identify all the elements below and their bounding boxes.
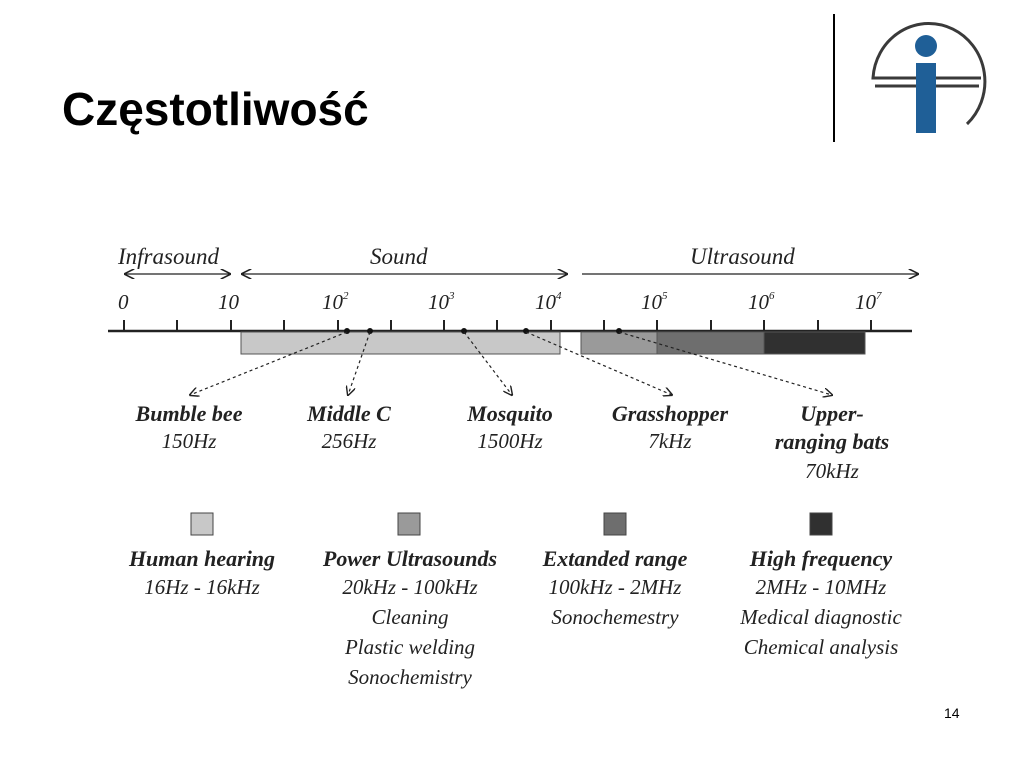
legend-title: Power Ultrasounds bbox=[322, 546, 497, 571]
example-name: Middle C bbox=[306, 401, 391, 426]
example-name: ranging bats bbox=[775, 429, 889, 454]
scale-label: 0 bbox=[118, 290, 129, 314]
legend-line: Chemical analysis bbox=[744, 635, 899, 659]
scale-label: 105 bbox=[641, 290, 668, 314]
band-bar-power-ultrasounds bbox=[580, 331, 658, 355]
legend-title: Human hearing bbox=[128, 546, 275, 571]
example-frequency: 150Hz bbox=[162, 429, 217, 453]
legend-swatch-human-hearing bbox=[190, 512, 214, 536]
legend-line: Cleaning bbox=[372, 605, 449, 629]
example-name: Upper- bbox=[800, 401, 864, 426]
page-number: 14 bbox=[944, 705, 960, 721]
example-frequency: 70kHz bbox=[805, 459, 859, 483]
axis-ticks bbox=[123, 320, 872, 331]
legend-line: 2MHz - 10MHz bbox=[756, 575, 887, 599]
legend-swatch-extended-range bbox=[603, 512, 627, 536]
example-name: Bumble bee bbox=[135, 401, 243, 426]
scale-label: 106 bbox=[748, 290, 775, 314]
example-frequency: 1500Hz bbox=[477, 429, 542, 453]
scale-label: 102 bbox=[322, 290, 349, 314]
ei-logo-icon bbox=[871, 21, 987, 133]
scale-label: 103 bbox=[428, 290, 455, 314]
legend-line: Sonochemestry bbox=[551, 605, 679, 629]
scale-label: 104 bbox=[535, 290, 562, 314]
scale-label: 10 bbox=[218, 290, 240, 314]
slide-title: Częstotliwość bbox=[62, 83, 369, 135]
legend-line: 16Hz - 16kHz bbox=[144, 575, 260, 599]
band-bar-human-hearing bbox=[240, 331, 561, 355]
range-label-sound: Sound bbox=[370, 244, 428, 269]
logo-divider bbox=[833, 14, 835, 142]
scale-label: 107 bbox=[855, 290, 882, 314]
legend-line: 100kHz - 2MHz bbox=[549, 575, 682, 599]
band-bar-extended-range bbox=[656, 331, 765, 355]
example-frequency: 7kHz bbox=[648, 429, 691, 453]
range-label-ultrasound: Ultrasound bbox=[690, 244, 795, 269]
legend-line: Plastic welding bbox=[344, 635, 475, 659]
legend-swatch-high-frequency bbox=[809, 512, 833, 536]
example-name: Mosquito bbox=[466, 401, 553, 426]
legend-line: Medical diagnostic bbox=[739, 605, 902, 629]
range-label-infrasound: Infrasound bbox=[117, 244, 219, 269]
legend-line: 20kHz - 100kHz bbox=[342, 575, 477, 599]
legend-swatch-power-ultrasounds bbox=[397, 512, 421, 536]
example-frequency: 256Hz bbox=[322, 429, 377, 453]
legend-title: Extanded range bbox=[542, 546, 688, 571]
band-bar-high-frequency bbox=[763, 331, 866, 355]
frequency-diagram: Infrasound Sound Ultrasound 0 10 102 103… bbox=[108, 244, 940, 689]
example-name: Grasshopper bbox=[612, 401, 729, 426]
legend-line: Sonochemistry bbox=[348, 665, 472, 689]
legend-title: High frequency bbox=[749, 546, 893, 571]
leader-lines bbox=[190, 331, 832, 395]
